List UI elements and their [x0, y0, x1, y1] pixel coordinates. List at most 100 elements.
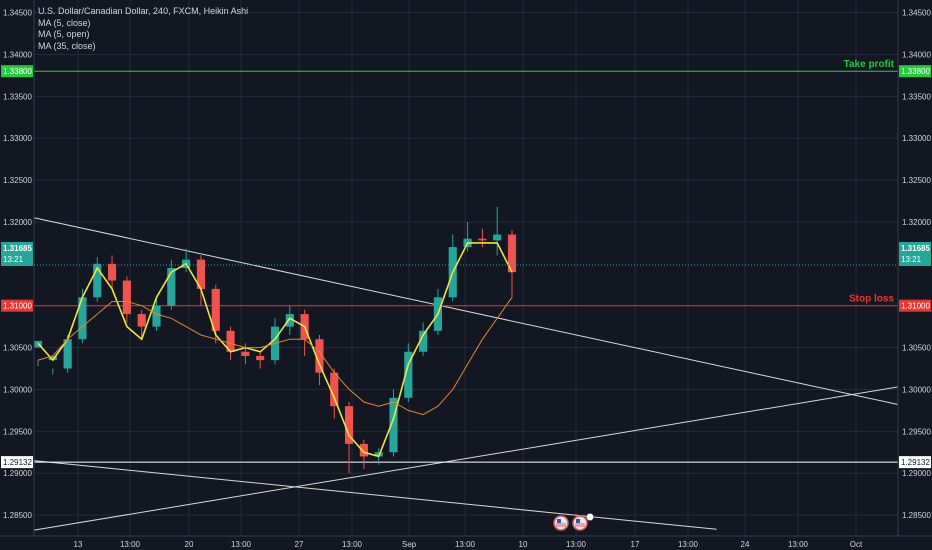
candle-up[interactable]: [419, 330, 428, 352]
trend-lines[interactable]: [33, 217, 899, 531]
flag-canton: [557, 519, 561, 523]
candle-up[interactable]: [389, 397, 398, 453]
price-tag-right: [899, 299, 931, 312]
y-tick-label-left: 1.29000: [3, 469, 32, 478]
chart-grid: [34, 0, 898, 536]
y-tick-label-left: 1.32000: [3, 218, 32, 227]
chart-legend: U.S. Dollar/Canadian Dollar, 240, FXCM, …: [38, 6, 248, 52]
candle-down[interactable]: [330, 372, 339, 407]
x-tick-label: Sep: [402, 540, 417, 549]
candle-down[interactable]: [196, 259, 206, 289]
candle-down[interactable]: [256, 355, 265, 361]
y-tick-label-left: 1.32500: [3, 176, 32, 185]
current-price-text-right: 1.31685: [901, 244, 930, 253]
y-tick-label-right: 1.33500: [902, 92, 931, 101]
y-tick-label-left: 1.33000: [3, 134, 32, 143]
trend-line[interactable]: [33, 386, 899, 531]
price-tag-right: [899, 65, 931, 78]
moving-averages: [37, 242, 513, 458]
candle-down[interactable]: [226, 330, 235, 352]
candle-up[interactable]: [93, 263, 102, 298]
x-tick-label: 24: [741, 540, 750, 549]
y-tick-label-right: 1.32000: [902, 218, 931, 227]
y-tick-label-right: 1.28500: [902, 511, 931, 520]
candle-up[interactable]: [285, 314, 294, 327]
y-tick-label-right: 1.34500: [902, 9, 931, 18]
x-tick-label: 13:00: [231, 540, 252, 549]
event-markers[interactable]: [553, 513, 594, 531]
x-tick-label: 20: [185, 540, 194, 549]
y-tick-label-right: 1.30500: [902, 344, 931, 353]
candle-down[interactable]: [241, 351, 250, 356]
countdown-text-right: 13:21: [901, 255, 922, 264]
x-tick-label: Oct: [850, 540, 863, 549]
x-tick-label: 13:00: [342, 540, 363, 549]
time-axis: 13 13:00 20 13:00 27 13:00 Sep 13:00 10 13:00 17 13…: [0, 535, 932, 550]
y-tick-label-left: 1.30000: [3, 385, 32, 394]
time-axis-panel: [0, 536, 932, 550]
candle-down[interactable]: [122, 280, 131, 315]
x-tick-label: 13:00: [120, 540, 141, 549]
y-tick-label-right: 1.30000: [902, 385, 931, 394]
stop-loss-label: Stop loss: [849, 294, 894, 305]
price-tag-text-right: 1.33800: [901, 67, 930, 76]
candle-down[interactable]: [359, 443, 368, 457]
current-price-tag-left: [1, 242, 33, 266]
candle-down[interactable]: [507, 234, 517, 273]
candle-up[interactable]: [63, 339, 72, 369]
countdown-text-left: 13:21: [3, 255, 24, 264]
y-tick-label-left: 1.28500: [3, 511, 32, 520]
candle-up[interactable]: [167, 268, 176, 306]
price-tag-text-left: 1.31000: [3, 302, 32, 311]
candle-up[interactable]: [152, 305, 161, 327]
y-tick-label-left: 1.29500: [3, 427, 32, 436]
price-tag-left: [1, 65, 33, 78]
y-tick-label-right: 1.34000: [902, 50, 931, 59]
candle-down[interactable]: [107, 263, 117, 281]
price-tag-right: [899, 456, 931, 469]
left-axis-panel: [0, 0, 34, 536]
y-tick-label-right: 1.29000: [902, 469, 931, 478]
price-tag-left: [1, 299, 33, 312]
event-count-badge: [586, 513, 594, 521]
y-tick-label-left: 1.34000: [3, 50, 32, 59]
ma-35-close-line: [37, 297, 513, 416]
legend-ma-5-open: MA (5, open): [38, 29, 90, 39]
x-tick-label: 27: [295, 540, 304, 549]
trend-line[interactable]: [33, 217, 899, 406]
y-tick-label-right: 1.33000: [902, 134, 931, 143]
right-axis-panel: [898, 0, 932, 536]
current-price-tag-right: [899, 242, 931, 266]
legend-ma-35-close: MA (35, close): [38, 40, 96, 51]
candle-up[interactable]: [78, 297, 87, 340]
price-tag-text-left: 1.29132: [3, 458, 32, 467]
candle-up[interactable]: [493, 234, 502, 241]
x-tick-label: 13:00: [788, 540, 809, 549]
horizontal-lines[interactable]: Take profit Stop loss: [34, 59, 898, 463]
y-tick-label-left: 1.30500: [3, 344, 32, 353]
candle-down[interactable]: [137, 314, 146, 327]
flag-canton: [576, 519, 580, 523]
price-tag-left: [1, 456, 33, 469]
price-axes: 1.34500 1.34500 1.34000 1.34000 1.33500 1.335…: [0, 0, 932, 536]
y-tick-label-right: 1.32500: [902, 176, 931, 185]
y-tick-label-left: 1.33500: [3, 92, 32, 101]
take-profit-label: Take profit: [844, 59, 895, 70]
price-tag-text-right: 1.29132: [901, 458, 930, 467]
x-tick-label: 13: [74, 540, 83, 549]
candle-up[interactable]: [404, 351, 413, 398]
price-tag-text-right: 1.31000: [901, 302, 930, 311]
y-tick-label-right: 1.29500: [902, 427, 931, 436]
candle-down[interactable]: [478, 238, 487, 241]
candle-up[interactable]: [48, 355, 57, 361]
x-tick-label: 13:00: [455, 540, 476, 549]
candle-down[interactable]: [211, 288, 220, 331]
trend-line[interactable]: [33, 460, 717, 530]
legend-symbol: U.S. Dollar/Canadian Dollar, 240, FXCM, …: [38, 6, 249, 16]
candle-down[interactable]: [344, 406, 354, 444]
x-tick-label: 10: [519, 540, 528, 549]
candle-down[interactable]: [315, 339, 324, 373]
current-price-text-left: 1.31685: [3, 244, 32, 253]
